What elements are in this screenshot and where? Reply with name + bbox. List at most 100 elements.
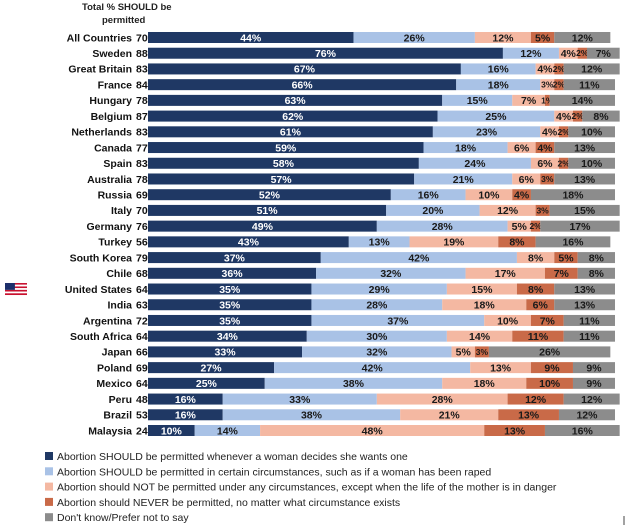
country-label: Germany bbox=[86, 221, 132, 233]
data-label: 30% bbox=[366, 331, 388, 343]
country-label: Chile bbox=[106, 268, 132, 280]
chart-row: Great Britain 83% 67% 16% 4% 2% 12% bbox=[68, 63, 620, 76]
data-label: 11% bbox=[579, 79, 600, 91]
bar-segment bbox=[512, 173, 541, 185]
bar-segment bbox=[148, 126, 433, 138]
data-label: 35% bbox=[219, 315, 241, 327]
bar-segment bbox=[442, 94, 513, 106]
chart-row: Netherlands 83% 61% 23% 4% 2% 10% bbox=[71, 126, 615, 139]
bar-segment bbox=[512, 330, 564, 342]
bar-segment bbox=[456, 79, 541, 91]
data-label: 5% bbox=[535, 32, 551, 44]
chart-row: Peru 48% 16% 33% 28% 12% 12% bbox=[109, 393, 620, 406]
data-label: 42% bbox=[362, 362, 384, 374]
bar-segment bbox=[442, 377, 527, 389]
data-label: 58% bbox=[273, 158, 295, 170]
bar-segment bbox=[554, 299, 615, 311]
flag-stripe bbox=[5, 291, 27, 294]
data-label: 9% bbox=[586, 362, 602, 374]
bar-segment bbox=[386, 204, 480, 216]
chart-row: Italy 70% 51% 20% 12% 3% 15% bbox=[111, 204, 620, 217]
bar-segment bbox=[418, 157, 531, 169]
bar-segment bbox=[498, 409, 559, 421]
bar-segment bbox=[530, 189, 615, 201]
chart-row: Hungary 78% 63% 15% 7% 1% 14% bbox=[89, 94, 615, 107]
country-label: Turkey bbox=[98, 237, 132, 249]
bar-segment bbox=[526, 377, 573, 389]
data-label: 18% bbox=[455, 142, 477, 154]
country-label: Japan bbox=[102, 347, 132, 359]
data-label: 44% bbox=[240, 32, 262, 44]
bar-segment bbox=[530, 362, 573, 374]
data-label: 19% bbox=[443, 237, 465, 249]
bar-segment bbox=[530, 32, 555, 43]
bar-segment bbox=[311, 283, 447, 295]
country-label: Poland bbox=[97, 362, 132, 374]
bar-segment bbox=[488, 346, 611, 358]
data-label: 37% bbox=[387, 315, 409, 327]
data-label: 35% bbox=[219, 284, 241, 296]
bar-segment bbox=[148, 314, 312, 326]
data-label: 61% bbox=[280, 127, 302, 139]
data-label: 7% bbox=[521, 95, 537, 107]
bar-segment bbox=[554, 79, 564, 91]
chart-row: Mexico 64% 25% 38% 18% 10% 9% bbox=[96, 377, 615, 390]
chart-row: Belgium 87% 62% 25% 4% 2% 8% bbox=[91, 110, 620, 123]
data-label: 26% bbox=[539, 347, 561, 359]
bar-segment bbox=[572, 362, 615, 374]
bar-segment bbox=[446, 330, 513, 342]
country-label: Spain bbox=[103, 158, 132, 170]
data-label: 7% bbox=[540, 315, 556, 327]
data-label: 5% bbox=[512, 221, 528, 233]
country-label: Italy bbox=[111, 205, 132, 217]
data-label: 2% bbox=[557, 127, 570, 137]
bar-segment bbox=[148, 252, 321, 264]
data-label: 20% bbox=[422, 205, 444, 217]
data-label: 12% bbox=[581, 64, 603, 76]
bar-segment bbox=[540, 79, 555, 91]
bar-segment bbox=[148, 63, 461, 75]
data-label: 2% bbox=[571, 111, 584, 121]
data-label: 67% bbox=[294, 64, 316, 76]
bar-segment bbox=[554, 110, 573, 122]
data-label: 33% bbox=[289, 394, 311, 406]
bar-segment bbox=[577, 252, 615, 264]
bar-segment bbox=[558, 409, 615, 421]
data-label: 4% bbox=[561, 48, 577, 60]
bar-segment bbox=[222, 393, 377, 405]
bar-segment bbox=[544, 267, 578, 279]
bar-segment bbox=[222, 409, 401, 421]
data-label: 9% bbox=[544, 362, 560, 374]
country-label: Peru bbox=[109, 394, 132, 406]
data-label: 32% bbox=[366, 347, 388, 359]
country-label: South Korea bbox=[70, 252, 133, 264]
bar-segment bbox=[563, 393, 620, 405]
data-label: 16% bbox=[488, 64, 510, 76]
data-label: 7% bbox=[554, 268, 570, 280]
data-label: 16% bbox=[175, 394, 197, 406]
data-label: 10% bbox=[581, 127, 603, 139]
bar-segment bbox=[507, 220, 531, 232]
bar-segment bbox=[544, 425, 620, 436]
country-label: Brazil bbox=[103, 410, 132, 422]
bar-segment bbox=[535, 63, 555, 75]
data-label: 2% bbox=[529, 221, 542, 231]
data-label: 25% bbox=[196, 378, 218, 390]
bar-segment bbox=[148, 236, 349, 248]
country-label: India bbox=[107, 300, 132, 312]
data-label: 8% bbox=[528, 284, 544, 296]
data-label: 16% bbox=[418, 190, 440, 202]
data-label: 49% bbox=[252, 221, 274, 233]
bar-segment bbox=[148, 267, 317, 279]
bar-segment bbox=[582, 110, 620, 122]
data-label: 11% bbox=[528, 331, 549, 343]
data-label: 13% bbox=[574, 174, 596, 186]
data-label: 16% bbox=[562, 237, 584, 249]
bar-segment bbox=[148, 204, 387, 216]
data-label: 43% bbox=[238, 237, 260, 249]
bar-segment bbox=[516, 252, 555, 264]
chart-row: United States 64% 35% 29% 15% 8% 13% bbox=[5, 283, 615, 296]
bar-segment bbox=[563, 79, 615, 91]
bar-segment bbox=[148, 299, 312, 311]
data-label: 21% bbox=[453, 174, 475, 186]
